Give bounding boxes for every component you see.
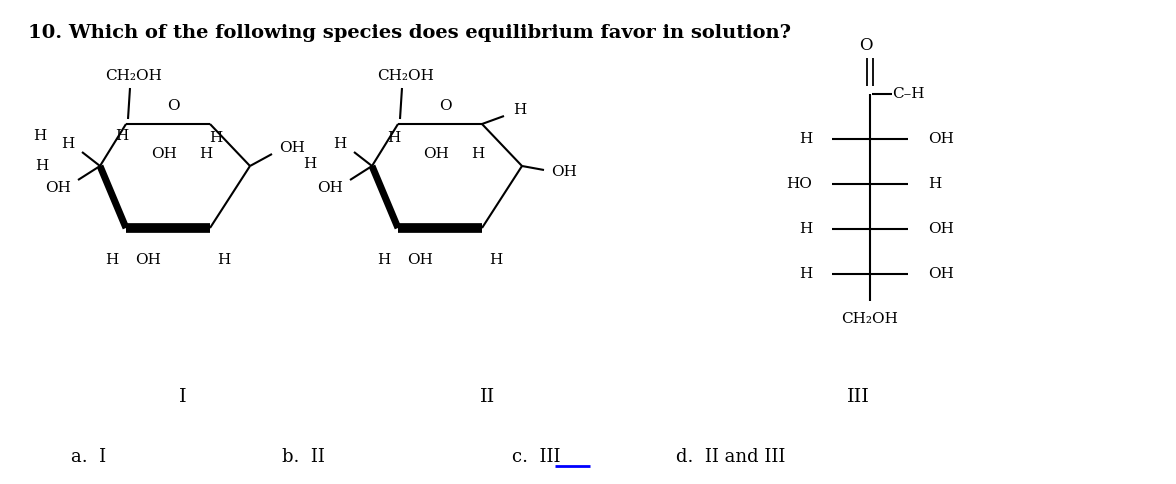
Text: H: H: [472, 147, 485, 161]
Text: OH: OH: [151, 147, 176, 161]
Text: OH: OH: [135, 253, 161, 267]
Text: OH: OH: [423, 147, 449, 161]
Text: H: H: [61, 137, 74, 151]
Text: HO: HO: [786, 177, 811, 191]
Text: H: H: [799, 132, 811, 146]
Text: b.  II: b. II: [282, 448, 325, 467]
Text: II: II: [481, 388, 495, 406]
Text: O: O: [439, 99, 452, 113]
Text: CH₂OH: CH₂OH: [377, 69, 434, 83]
Text: 10. Which of the following species does equilibrium favor in solution?: 10. Which of the following species does …: [28, 24, 791, 42]
Text: H: H: [377, 253, 390, 267]
Text: H: H: [799, 267, 811, 281]
Text: OH: OH: [928, 222, 954, 236]
Text: H: H: [928, 177, 941, 191]
Text: OH: OH: [928, 132, 954, 146]
Text: H: H: [489, 253, 502, 267]
Text: H: H: [799, 222, 811, 236]
Text: C–H: C–H: [891, 87, 924, 101]
Text: CH₂OH: CH₂OH: [842, 312, 898, 326]
Text: H: H: [514, 103, 527, 117]
Text: H: H: [200, 147, 213, 161]
Text: H: H: [333, 137, 347, 151]
Text: OH: OH: [407, 253, 433, 267]
Text: H: H: [106, 253, 119, 267]
Text: CH₂OH: CH₂OH: [106, 69, 162, 83]
Text: OH: OH: [318, 181, 343, 195]
Text: H: H: [33, 129, 47, 143]
Text: O: O: [167, 99, 179, 113]
Text: H: H: [387, 131, 401, 145]
Text: a.  I: a. I: [71, 448, 106, 467]
Text: OH: OH: [552, 165, 577, 179]
Text: III: III: [847, 388, 870, 406]
Text: H: H: [209, 131, 222, 145]
Text: OH: OH: [45, 181, 71, 195]
Text: d.  II and III: d. II and III: [676, 448, 786, 467]
Text: c.  III: c. III: [512, 448, 560, 467]
Text: H: H: [302, 157, 316, 171]
Text: OH: OH: [928, 267, 954, 281]
Text: O: O: [860, 37, 873, 55]
Text: H: H: [218, 253, 230, 267]
Text: H: H: [35, 159, 48, 173]
Text: OH: OH: [279, 141, 305, 155]
Text: I: I: [179, 388, 186, 406]
Text: H: H: [115, 129, 128, 143]
